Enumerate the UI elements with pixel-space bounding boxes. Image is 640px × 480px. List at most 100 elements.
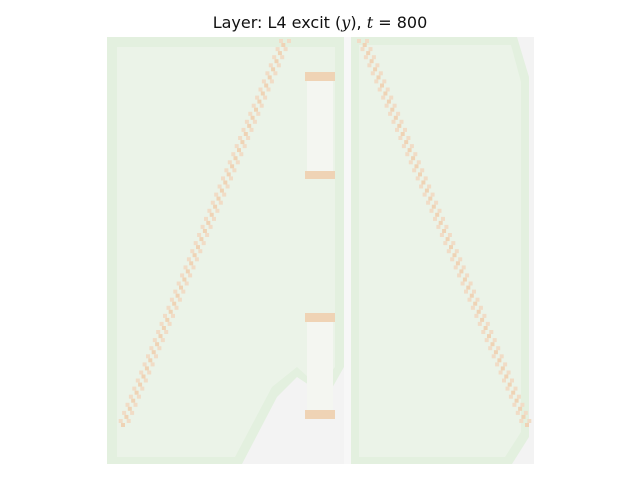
activity-dot [408, 160, 413, 165]
activity-dot [275, 47, 280, 52]
activity-dot [194, 257, 199, 262]
activity-dot [128, 394, 133, 399]
activity-dot [229, 176, 233, 181]
activity-dot [438, 220, 443, 225]
activity-dot [368, 47, 373, 52]
activity-dot [512, 402, 517, 407]
activity-dot [449, 245, 453, 250]
activity-dot [370, 71, 375, 76]
activity-dot [437, 208, 442, 213]
activity-dot [412, 168, 417, 173]
activity-dot [445, 237, 450, 242]
activity-dot [182, 277, 187, 282]
activity-dot [197, 233, 202, 237]
activity-dot [179, 285, 183, 290]
activity-dot [458, 257, 463, 262]
activity-dot [118, 419, 123, 423]
activity-dot [489, 330, 494, 334]
activity-dot [462, 277, 467, 282]
activity-dot [235, 160, 240, 165]
activity-dot [472, 289, 476, 294]
activity-dot [274, 59, 279, 64]
activity-dot [146, 354, 150, 359]
activity-dot [461, 265, 466, 270]
activity-dot [138, 382, 143, 387]
activity-dot [503, 362, 508, 367]
activity-dot [121, 423, 125, 427]
activity-dot [468, 281, 473, 286]
activity-dot [134, 390, 139, 395]
activity-dot [454, 249, 459, 254]
activity-dot [230, 164, 235, 169]
activity-dot [234, 144, 239, 149]
activity-dot [435, 212, 440, 217]
activity-dot [248, 111, 253, 116]
activity-dot [154, 354, 158, 359]
activity-dot [258, 87, 263, 92]
activity-dot [196, 245, 200, 250]
activity-dot [242, 144, 247, 149]
upper-bar-bottom-cap [305, 171, 335, 179]
activity-dot [276, 63, 281, 68]
activity-dot [157, 346, 162, 351]
activity-dot [191, 265, 196, 270]
activity-dot [455, 261, 460, 266]
activity-dot [222, 192, 227, 197]
activity-dot [256, 111, 261, 116]
activity-dot [125, 402, 130, 407]
activity-dot [131, 398, 136, 403]
activity-dot [279, 39, 283, 43]
activity-dot [175, 293, 180, 298]
activity-dot [418, 172, 422, 177]
heatmap-svg [107, 37, 534, 464]
activity-dot [168, 309, 173, 314]
activity-dot [160, 338, 165, 343]
activity-dot [375, 63, 380, 68]
activity-dot [254, 107, 258, 112]
activity-dot [273, 71, 278, 76]
activity-dot [429, 208, 434, 213]
activity-dot [474, 313, 479, 318]
activity-dot [210, 200, 215, 205]
activity-dot [416, 160, 421, 165]
activity-dot [376, 75, 381, 80]
activity-dot [475, 297, 480, 302]
activity-dot [124, 414, 129, 419]
activity-dot [467, 297, 472, 302]
activity-dot [398, 136, 403, 140]
upper-bar-top-cap [305, 72, 335, 81]
activity-dot [172, 301, 177, 306]
activity-dot [386, 99, 391, 104]
activity-dot [505, 386, 510, 391]
activity-dot [130, 410, 135, 415]
activity-dot [226, 172, 231, 177]
activity-dot [171, 313, 175, 318]
activity-dot [133, 402, 138, 407]
activity-dot [169, 297, 174, 302]
activity-dot [260, 91, 265, 96]
activity-dot [367, 63, 372, 68]
activity-dot [174, 305, 179, 310]
activity-dot [483, 326, 488, 330]
activity-dot [434, 200, 439, 205]
activity-dot [400, 132, 405, 136]
title-variable: y [341, 13, 351, 32]
activity-dot [280, 55, 285, 60]
activity-dot [401, 144, 406, 149]
activity-dot [231, 152, 236, 157]
activity-dot [167, 321, 172, 326]
activity-dot [371, 55, 376, 60]
activity-dot [465, 273, 470, 278]
lower-bar-bottom-cap [305, 410, 335, 419]
activity-dot [266, 87, 271, 92]
activity-dot [202, 229, 207, 233]
activity-dot [135, 378, 140, 383]
activity-dot [159, 321, 164, 326]
activity-dot [232, 168, 237, 173]
activity-dot [399, 119, 404, 124]
activity-dot [151, 350, 156, 355]
activity-dot [268, 63, 273, 68]
activity-dot [521, 414, 526, 419]
activity-dot [409, 144, 414, 149]
